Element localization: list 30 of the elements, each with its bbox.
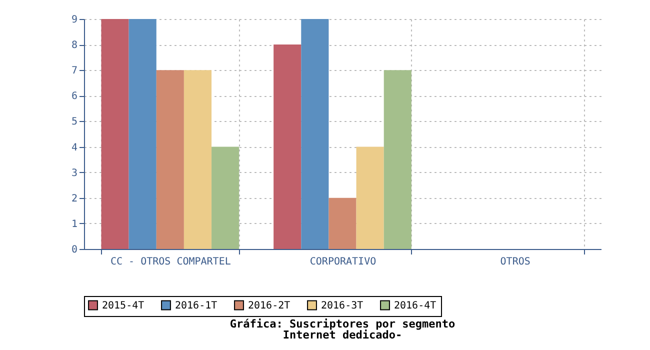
legend-label: 2016-2T [248,300,290,312]
legend-label: 2016-1T [175,300,218,312]
legend-label: 2015-4T [102,300,144,312]
text: Gráfica: Suscriptores por segmento [230,318,456,330]
bar [156,70,184,249]
y-tick-label: 0 [71,244,78,256]
bar [128,19,156,249]
bar [328,198,356,249]
bar [274,44,302,249]
bar [184,70,212,249]
text: Internet dedicado- [282,328,402,342]
legend-label: 2016-4T [394,300,436,312]
y-tick-label: 9 [71,14,78,26]
bar [212,146,240,249]
y-tick-label: 6 [71,91,78,102]
bar [301,19,329,249]
legend-label: 2016-3T [321,300,364,312]
y-tick-label: 7 [71,66,78,77]
y-tick-label: 2 [71,193,78,204]
bar [356,146,384,249]
bar [384,70,412,249]
bar [101,19,129,249]
x-tick-label: CC - OTROS COMPARTEL [110,256,231,268]
y-tick-label: 3 [71,168,78,179]
y-tick-label: 4 [71,142,78,154]
y-tick-label: 8 [71,40,78,52]
y-tick-label: 1 [71,218,78,230]
y-tick-label: 5 [71,116,78,128]
x-tick-label: OTROS [500,256,530,268]
x-tick-label: CORPORATIVO [310,256,376,268]
